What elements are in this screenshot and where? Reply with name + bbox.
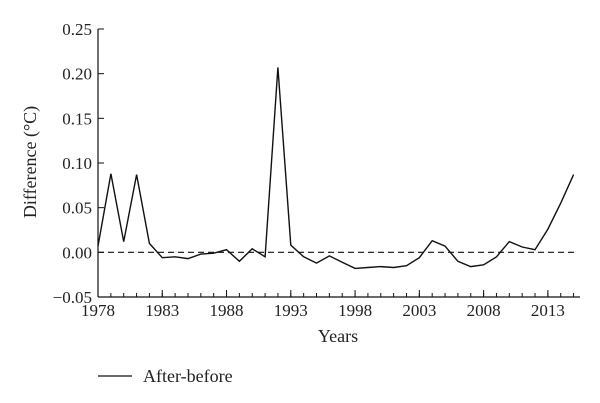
y-tick-label: 0.00: [62, 243, 92, 262]
x-axis: 1978 1983 1988 1993 1998 2003 2008 2013: [81, 290, 575, 320]
legend: After-before: [98, 366, 233, 386]
x-axis-title: Years: [318, 326, 358, 346]
y-tick-label: −0.05: [53, 288, 92, 307]
series-line-after-before: [97, 67, 575, 270]
y-tick-label: 0.15: [62, 109, 92, 128]
y-tick-label: 0.10: [62, 154, 92, 173]
y-tick-label: 0.25: [62, 20, 92, 39]
y-tick-label: 0.20: [62, 65, 92, 84]
x-tick-label: 1998: [338, 301, 372, 320]
x-tick-label: 2003: [402, 301, 436, 320]
x-tick-label: 1993: [274, 301, 308, 320]
x-tick-label: 2008: [467, 301, 501, 320]
y-tick-label: 0.05: [62, 199, 92, 218]
x-tick-label: 1988: [210, 301, 244, 320]
x-tick-label: 1983: [145, 301, 179, 320]
series-layer: [97, 67, 575, 270]
y-axis: −0.05 0.00 0.05 0.10 0.15 0.20 0.25: [53, 20, 104, 307]
x-tick-label: 2013: [531, 301, 565, 320]
legend-label-after-before: After-before: [143, 366, 233, 386]
x-tick-label: 1978: [81, 301, 115, 320]
y-axis-title: Difference (°C): [20, 106, 41, 218]
